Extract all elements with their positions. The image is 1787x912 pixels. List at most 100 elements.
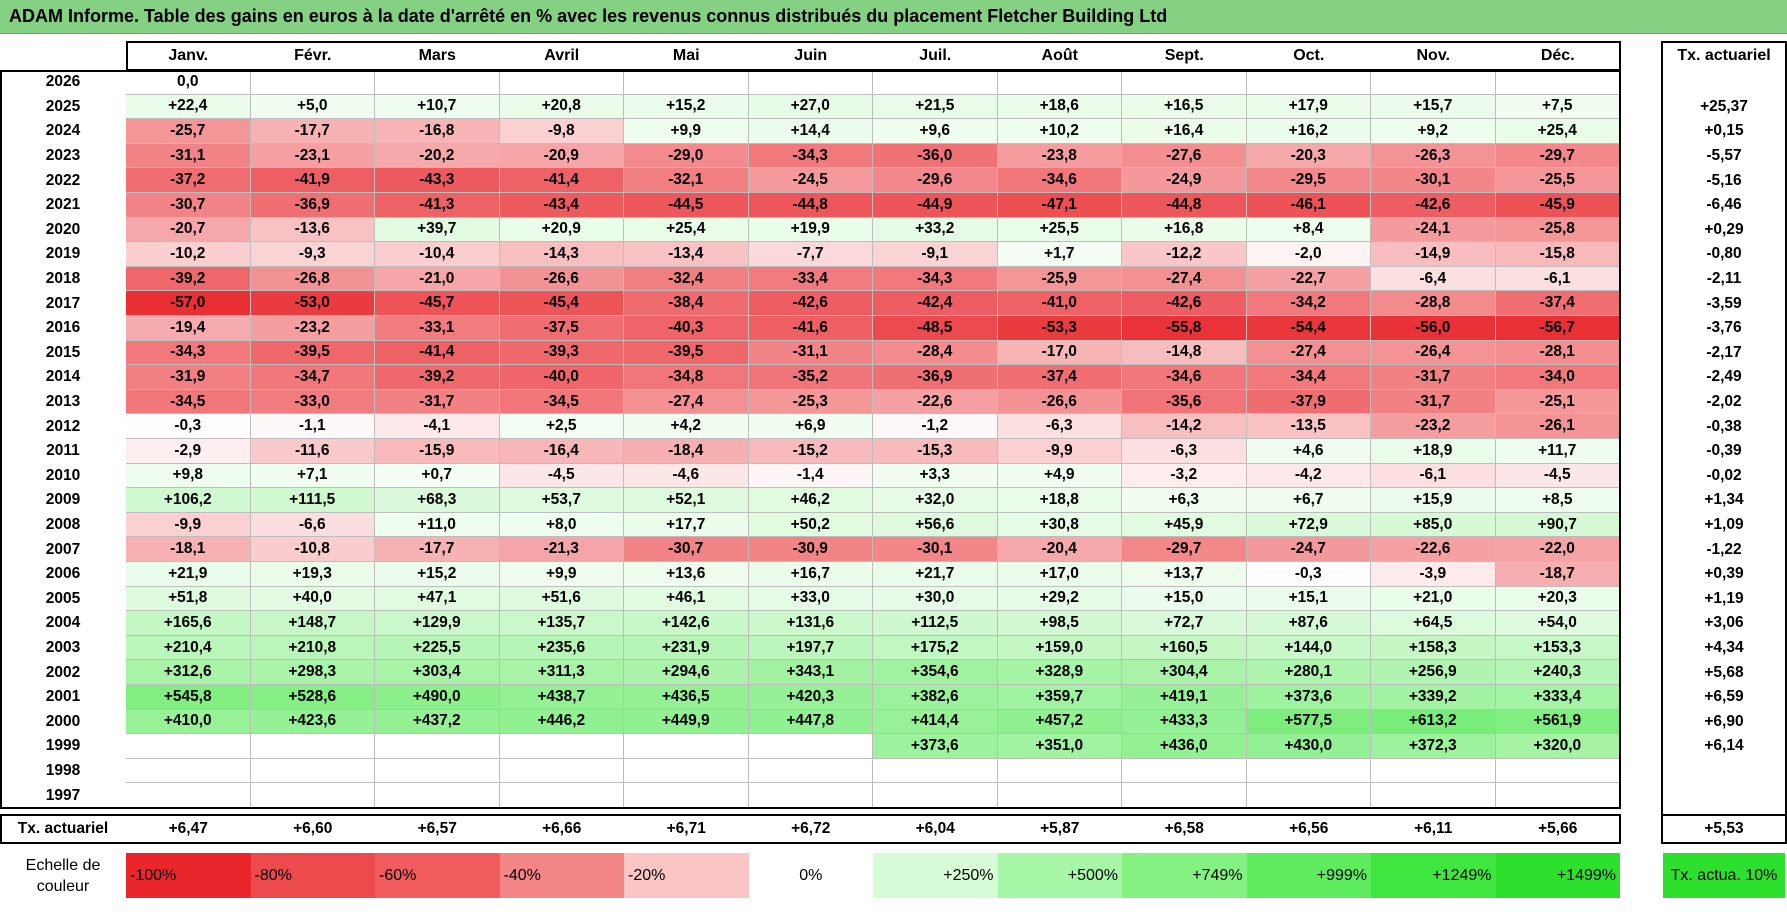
year-label: 2013 <box>45 393 81 411</box>
heatmap-cell: +29,2 <box>997 586 1122 612</box>
heatmap-cell: -15,9 <box>375 439 500 464</box>
row-actuarial-rate: +0,29 <box>1704 220 1744 238</box>
row-actuarial-rate: +1,19 <box>1704 589 1744 607</box>
heatmap-cell: +27,0 <box>748 94 873 120</box>
heatmap-cell: +0,7 <box>375 463 500 489</box>
heatmap-cell: -48,5 <box>873 316 998 341</box>
heatmap-cell: +13,7 <box>1122 562 1247 587</box>
heatmap-cell: +47,1 <box>375 586 500 612</box>
heatmap-cell: +613,2 <box>1371 709 1496 735</box>
heatmap-cell: -42,6 <box>748 291 873 316</box>
heatmap-cell: +52,1 <box>624 488 749 513</box>
heatmap-cell: +175,2 <box>873 635 998 661</box>
heatmap-cell: -31,7 <box>1371 365 1496 390</box>
footer-rate: +6,66 <box>542 819 582 837</box>
legend-swatch: +1499% <box>1495 853 1620 898</box>
heatmap-cell: -36,9 <box>250 193 375 218</box>
heatmap-cell: +10,7 <box>375 94 500 120</box>
heatmap-cell: -41,0 <box>997 291 1122 316</box>
heatmap-cell: -46,1 <box>1246 193 1371 218</box>
heatmap-cell: -34,4 <box>1246 365 1371 390</box>
year-label: 2009 <box>45 491 81 509</box>
row-actuarial-rate: -3,59 <box>1706 294 1742 312</box>
heatmap-cell: -43,3 <box>375 168 500 193</box>
heatmap-cell: +16,5 <box>1122 94 1247 120</box>
heatmap-cell <box>1495 70 1620 95</box>
heatmap-cell: -41,3 <box>375 193 500 218</box>
heatmap-cell: -2,9 <box>126 439 251 464</box>
heatmap-cell: -30,7 <box>624 537 749 562</box>
heatmap-cell: -17,0 <box>997 340 1122 366</box>
heatmap-cell: -24,5 <box>748 168 873 193</box>
heatmap-cell <box>1371 758 1496 784</box>
row-actuarial-rate: -2,11 <box>1706 270 1742 288</box>
heatmap-cell: +11,7 <box>1495 439 1620 464</box>
heatmap-cell: -0,3 <box>126 414 251 439</box>
heatmap-cell: -9,9 <box>997 439 1122 464</box>
heatmap-cell: -2,0 <box>1246 242 1371 267</box>
year-label: 2021 <box>45 196 81 214</box>
title-bar: ADAM Informe. Table des gains en euros à… <box>0 0 1787 34</box>
row-actuarial-rate: -2,02 <box>1706 393 1742 411</box>
heatmap-cell: -18,1 <box>126 537 251 562</box>
heatmap-cell <box>375 783 500 808</box>
heatmap-cell: +46,2 <box>748 488 873 513</box>
row-actuarial-rate: -6,46 <box>1706 196 1742 214</box>
heatmap-cell: +210,8 <box>250 635 375 661</box>
year-label: 2014 <box>45 368 81 386</box>
year-label: 2004 <box>45 614 81 632</box>
heatmap-cell: +21,0 <box>1371 586 1496 612</box>
heatmap-cell: -22,6 <box>1371 537 1496 562</box>
heatmap-cell: -36,0 <box>873 143 998 169</box>
heatmap-cell: -20,7 <box>126 217 251 243</box>
heatmap-cell: -34,6 <box>1122 365 1247 390</box>
heatmap-cell: +298,3 <box>250 660 375 685</box>
heatmap-cell: +225,5 <box>375 635 500 661</box>
heatmap-cell: -42,6 <box>1122 291 1247 316</box>
heatmap-cell: +21,7 <box>873 562 998 587</box>
heatmap-cell <box>126 783 251 808</box>
heatmap-cell: +33,2 <box>873 217 998 243</box>
heatmap-cell: -34,7 <box>250 365 375 390</box>
heatmap-cell: -42,4 <box>873 291 998 316</box>
heatmap-cell: +294,6 <box>624 660 749 685</box>
heatmap-cell <box>499 783 624 808</box>
heatmap-cell <box>1495 758 1620 784</box>
heatmap-cell: +22,4 <box>126 94 251 120</box>
year-label: 2017 <box>45 294 81 312</box>
heatmap-cell: +53,7 <box>499 488 624 513</box>
heatmap-cell: +87,6 <box>1246 611 1371 636</box>
heatmap-cell: +447,8 <box>748 709 873 735</box>
heatmap-cell: +90,7 <box>1495 512 1620 538</box>
heatmap-cell: +240,3 <box>1495 660 1620 685</box>
heatmap-cell: +8,0 <box>499 512 624 538</box>
heatmap-cell: +373,6 <box>1246 685 1371 710</box>
heatmap-cell: -45,7 <box>375 291 500 316</box>
heatmap-cell: +197,7 <box>748 635 873 661</box>
heatmap-cell: +51,8 <box>126 586 251 612</box>
heatmap-cell: +382,6 <box>873 685 998 710</box>
heatmap-cell: -6,1 <box>1495 266 1620 292</box>
heatmap-cell: -3,2 <box>1122 463 1247 489</box>
heatmap-cell: -22,6 <box>873 389 998 415</box>
heatmap-cell: -28,4 <box>873 340 998 366</box>
heatmap-cell: -28,8 <box>1371 291 1496 316</box>
row-actuarial-rate: -0,38 <box>1706 417 1742 435</box>
heatmap-cell: +148,7 <box>250 611 375 636</box>
heatmap-cell <box>499 70 624 95</box>
heatmap-cell: +25,5 <box>997 217 1122 243</box>
heatmap-cell: +9,2 <box>1371 119 1496 144</box>
heatmap-cell: +15,9 <box>1371 488 1496 513</box>
heatmap-cell: +9,9 <box>499 562 624 587</box>
heatmap-cell: +4,9 <box>997 463 1122 489</box>
heatmap-cell: -24,9 <box>1122 168 1247 193</box>
month-header: Mai <box>672 46 700 64</box>
heatmap-cell: -20,9 <box>499 143 624 169</box>
heatmap-cell: -30,1 <box>873 537 998 562</box>
month-header: Août <box>1041 46 1078 64</box>
heatmap-cell: -13,4 <box>624 242 749 267</box>
heatmap-cell: +64,5 <box>1371 611 1496 636</box>
heatmap-cell: -29,6 <box>873 168 998 193</box>
heatmap-cell: +56,6 <box>873 512 998 538</box>
heatmap-cell: -13,6 <box>250 217 375 243</box>
